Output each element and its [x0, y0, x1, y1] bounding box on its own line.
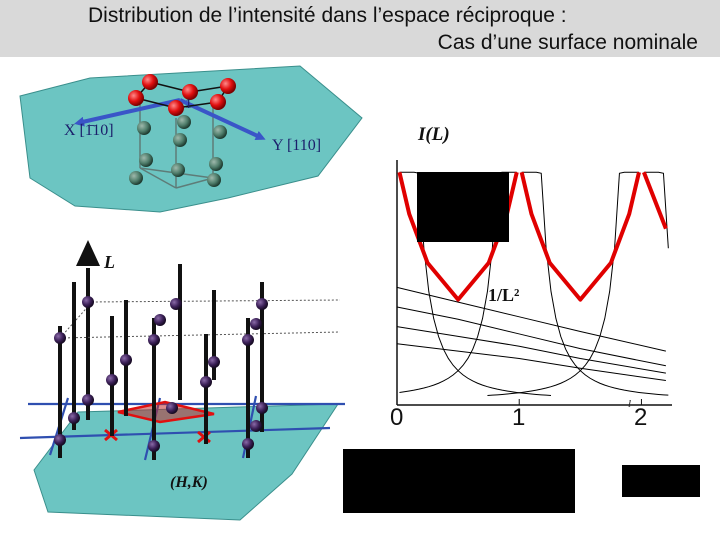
substrate-atoms	[129, 115, 227, 187]
component-curve-2	[396, 306, 666, 367]
plot-series-group	[396, 171, 669, 405]
slide-title-line1: Distribution de l’intensité dans l’espac…	[88, 4, 567, 27]
slide-title-bar: Distribution de l’intensité dans l’espac…	[0, 0, 720, 57]
surface-unit-cell	[117, 400, 215, 424]
hk-plane-label: (H,K)	[170, 474, 208, 491]
component-curve-4	[396, 343, 666, 381]
slide-title-line2: Cas d’une surface nominale	[437, 31, 698, 54]
unit-cell-label: 1	[185, 97, 192, 112]
crystal-surface-plane	[19, 65, 363, 213]
component-curve-1	[396, 286, 667, 352]
plot-annotation-inverse-l2: 1/L²	[488, 285, 520, 305]
sum-curve-segment-2	[642, 171, 668, 230]
reciprocal-lattice-points	[54, 296, 268, 452]
sum-curve-segment-1	[519, 171, 641, 302]
y-axis-label: Y [110]	[272, 137, 322, 154]
plot-x-label: l	[628, 398, 632, 410]
crystal-surface-illustration	[19, 65, 363, 213]
intensity-plot	[396, 160, 672, 406]
hk-plane	[33, 403, 339, 521]
plot-x-tick-0: 0	[390, 404, 404, 431]
redaction-box	[622, 465, 700, 497]
plot-y-label: I(L)	[418, 124, 450, 145]
reciprocal-lattice-illustration	[19, 240, 345, 521]
l-axis-arrowhead	[76, 240, 100, 266]
l-axis-label: L	[104, 252, 115, 272]
plot-x-tick-2: 2	[634, 404, 648, 431]
redaction-box	[343, 449, 575, 513]
redaction-box	[417, 172, 509, 242]
y-axis-arrow	[179, 98, 266, 141]
peak-tail-right-2	[643, 171, 669, 249]
dotted-guide-lines	[59, 299, 341, 339]
x-axis-arrow	[74, 98, 181, 127]
surface-atoms	[128, 74, 236, 116]
x-axis-label: X [1̄10]	[64, 122, 114, 139]
plot-x-tick-1: 1	[512, 404, 526, 431]
